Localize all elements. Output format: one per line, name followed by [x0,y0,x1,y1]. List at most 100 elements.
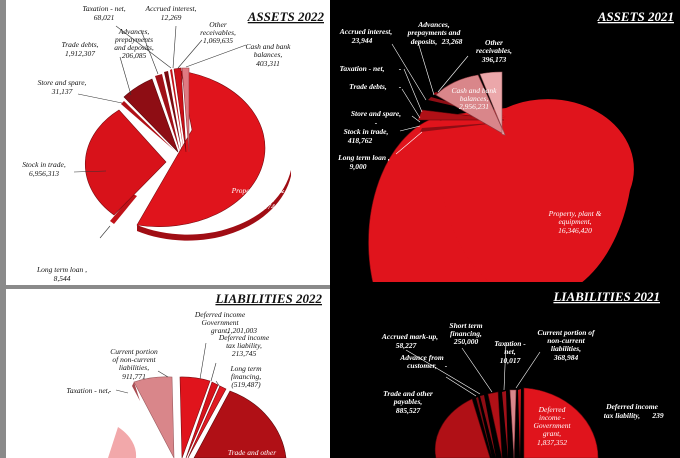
svg-text:Trade and other: Trade and other [383,389,433,398]
slice-short-term-financing [487,391,503,458]
slices [434,387,599,458]
slice-taxation-net [502,391,508,458]
svg-text:grant,: grant, [211,326,229,335]
labels: Accrued interest, 23,944 Advances, prepa… [337,20,601,235]
value-taxation-net: - [109,386,112,395]
assets-2022-panel: ASSETS 2022 Taxation - net, [6,0,330,285]
slice-other-receivables [173,67,187,153]
chart-title: LIABILITIES 2022 [214,291,322,306]
value-accrued-interest: 12,269 [161,13,182,22]
liabilities-2022-chart: LIABILITIES 2022 Deferred income Governm… [66,291,322,458]
slice-property-plant-equipment [136,70,266,227]
value-current-portion: 368,984 [553,353,579,362]
svg-text:Deferred income: Deferred income [605,402,659,411]
value-other-receivables: 396,173 [481,55,507,64]
assets-2021-panel: ASSETS 2021 Accrued interest, 23,944 Adv… [330,0,680,285]
value-deferred-govt-grant: 1,201,003 [227,326,257,335]
svg-text:liabilities,: liabilities, [119,363,149,372]
slice-current-portion [133,376,175,458]
slices [108,376,287,458]
value-short-term-financing: 250,000 [453,337,479,346]
value-trade-and-other: 885,527 [396,406,421,415]
label-long-term-loan: Long term loan , [337,153,390,162]
slice-cash-and-bank [181,67,190,153]
label-taxation-net: Taxation - net, [66,386,109,395]
svg-text:Deferred income: Deferred income [194,310,246,319]
value-stock-in-trade: 418,762 [347,136,373,145]
svg-text:tax liability,: tax liability, [226,341,262,350]
value-cash-and-bank: 403,311 [256,59,280,68]
leader-lines [73,25,247,239]
value-property-plant-equipment: 16,504,174 [241,202,275,211]
slice-current-portion-side [132,382,140,401]
value-deferred-govt-grant: 1,837,352 [537,438,567,447]
svg-text:Deferred: Deferred [538,405,566,414]
svg-text:income -: income - [539,413,566,422]
svg-text:Current portion: Current portion [110,347,158,356]
svg-text:deposits,: deposits, [411,37,438,46]
value-long-term-loan: 8,544 [54,274,71,283]
slice-other-receivables [435,74,506,136]
slices [368,71,634,285]
value-current-portion: 911,771 [122,372,146,381]
svg-text:Advance from: Advance from [399,353,444,362]
slice-taxation-net [164,71,182,152]
svg-text:Taxation -: Taxation - [494,339,526,348]
chart-title: ASSETS 2021 [597,9,674,24]
slice-store-and-spare [121,101,174,150]
svg-text:prepayments: prepayments [114,35,153,44]
label-store-and-spare: Store and spare, [351,109,401,118]
value-store-and-spare: 31,137 [51,87,73,96]
label-store-and-spare: Store and spare, [38,78,87,87]
label-stock-in-trade: Stock in trade, [344,127,389,136]
slice-deferred-govt-grant [523,387,599,458]
value-advance-customer: - [445,361,448,370]
svg-text:payables,: payables, [393,397,423,406]
value-deferred-tax: 213,745 [232,349,257,358]
leader-lines [115,342,221,394]
svg-text:Other: Other [485,38,503,47]
svg-text:prepayments and: prepayments and [407,28,461,37]
label-trade-debts: Trade debts, [349,82,387,91]
labels: Accrued mark-up, 58,227 Short term finan… [381,321,664,447]
slice-trade-and-other [434,398,491,458]
labels: Deferred income Government grant, 1,201,… [66,310,276,457]
leader-lines [405,341,541,397]
svg-text:Government: Government [533,421,571,430]
slice-accrued-markup [480,395,496,458]
label-trade-debts: Trade debts, [61,40,98,49]
value-deferred-tax: 239 [651,411,664,420]
svg-text:tax liability,: tax liability, [604,411,641,420]
label-accrued-interest: Accrued interest, [145,4,197,13]
svg-text:financing,: financing, [231,372,261,381]
svg-text:Advances,: Advances, [417,20,450,29]
svg-text:receivables,: receivables, [476,46,512,55]
value-stock-in-trade: 6,956,313 [29,169,59,178]
svg-text:customer,: customer, [407,361,437,370]
labels: Taxation - net, 68,021 Accrued interest,… [22,4,291,283]
svg-text:grant,: grant, [543,429,561,438]
liabilities-2022-panel: LIABILITIES 2022 Deferred income Governm… [6,289,330,458]
value-advances: 23,268 [441,37,463,46]
label-long-term-loan: Long term loan , [36,265,87,274]
svg-text:of non-current: of non-current [112,355,156,364]
slice-current-portion [509,389,517,458]
label-accrued-interest: Accrued interest, [339,27,393,36]
svg-text:Advances,: Advances, [118,27,150,36]
svg-text:Other: Other [209,20,227,29]
slice-accrued-interest [170,69,184,152]
svg-text:balances,: balances, [460,94,489,103]
slice-advances-prepayments [155,74,180,152]
value-accrued-interest: 23,944 [351,36,373,45]
slice-stock-in-trade [85,109,167,216]
label-accrued-markup: Accrued mark-up, [381,332,438,341]
value-long-term-financing: (519,487) [231,380,261,389]
liabilities-2021-panel: LIABILITIES 2021 Accrued mark-up, 58,227… [330,282,680,458]
value-taxation-net: - [399,64,402,73]
svg-text:Long term: Long term [229,364,262,373]
svg-text:Property, plant &: Property, plant & [231,186,285,195]
svg-text:non-current: non-current [547,336,585,345]
value-store-and-spare: - [375,118,378,127]
label-taxation-net: Taxation - net, [340,64,385,73]
slice-advance-customer [476,397,492,458]
